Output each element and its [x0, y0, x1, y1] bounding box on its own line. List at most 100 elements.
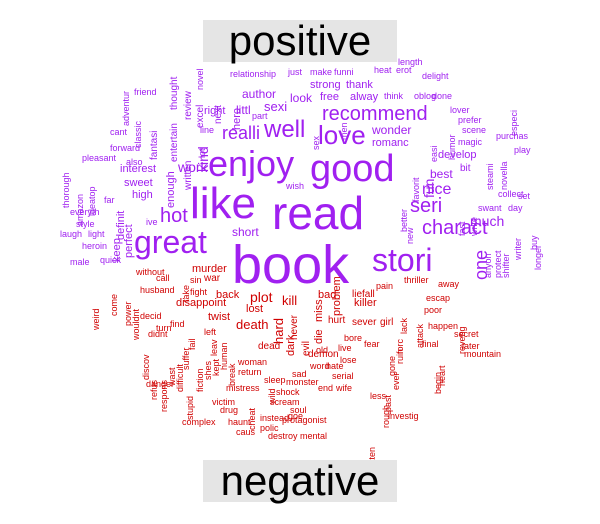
- cloud-word-negative: war: [204, 273, 221, 284]
- cloud-word-positive: classic: [133, 120, 143, 148]
- cloud-word-positive: nice: [422, 181, 452, 198]
- cloud-word-negative: mountain: [464, 349, 502, 359]
- cloud-word-positive: great: [134, 224, 207, 260]
- cloud-word-negative: dead: [258, 341, 281, 352]
- cloud-word-negative: soul: [290, 405, 307, 415]
- positive-title: positive: [203, 20, 397, 62]
- cloud-word-negative: discov: [141, 354, 151, 380]
- cloud-word-negative: twist: [208, 311, 230, 323]
- cloud-word-positive: wish: [286, 181, 305, 191]
- cloud-word-negative: disappoint: [176, 297, 227, 309]
- cloud-word-positive: far: [104, 195, 115, 205]
- cloud-word-positive: free: [320, 91, 339, 103]
- cloud-word-positive: friend: [134, 87, 157, 97]
- cloud-word-negative: without: [136, 267, 165, 277]
- cloud-word-negative: escap: [426, 293, 451, 303]
- cloud-word-positive: novel: [195, 68, 205, 90]
- cloud-word-positive: think: [384, 91, 404, 101]
- cloud-word-positive: well: [264, 116, 306, 143]
- cloud-word-positive: littl: [236, 103, 251, 117]
- cloud-word-negative: ruin: [395, 348, 405, 364]
- cloud-word-negative: lose: [340, 355, 357, 365]
- cloud-word-negative: left: [204, 327, 217, 337]
- cloud-word-negative: weird: [91, 308, 101, 330]
- cloud-word-negative: investig: [388, 411, 419, 421]
- cloud-word-positive: male: [70, 257, 90, 267]
- cloud-word-negative: killer: [354, 297, 377, 309]
- cloud-word-positive: amazon: [75, 193, 85, 226]
- cloud-word-positive: make: [310, 67, 333, 77]
- cloud-word-negative: wife: [336, 383, 353, 393]
- cloud-word-positive: heat: [374, 65, 392, 75]
- cloud-word-positive: delight: [422, 71, 449, 81]
- cloud-word-positive: thank: [346, 79, 373, 91]
- cloud-word-positive: ideatop: [87, 186, 97, 216]
- cloud-word-positive: light: [88, 229, 105, 239]
- cloud-word-positive: play: [514, 145, 531, 155]
- cloud-word-positive: right: [204, 105, 226, 117]
- cloud-word-positive: set: [518, 191, 531, 201]
- cloud-word-positive: wonder: [372, 123, 412, 137]
- cloud-word-negative: sleep: [264, 375, 286, 385]
- cloud-word-positive: just: [288, 67, 303, 77]
- cloud-word-negative: sever: [352, 317, 377, 328]
- cloud-word-positive: best: [430, 167, 453, 181]
- cloud-word-negative: mental: [300, 431, 328, 441]
- cloud-word-negative: bore: [344, 333, 363, 343]
- cloud-word-positive: anyon: [483, 253, 493, 278]
- cloud-word-positive: look: [290, 91, 313, 105]
- cloud-word-positive: oblog: [414, 91, 437, 101]
- cloud-word-positive: shifter: [501, 253, 511, 278]
- cloud-word-positive: thought: [169, 76, 180, 110]
- cloud-word-negative: take: [181, 284, 191, 302]
- cloud-word-positive: thorough: [61, 172, 71, 208]
- cloud-word-positive: write: [469, 216, 479, 236]
- cloud-word-negative: haunt: [228, 417, 251, 427]
- cloud-word-positive: forward: [110, 143, 141, 153]
- cloud-word-negative: fall: [362, 289, 375, 300]
- cloud-word-negative: word: [310, 361, 330, 371]
- cloud-word-positive: strong: [310, 79, 341, 91]
- cloud-word-positive: line: [200, 125, 215, 135]
- cloud-word-negative: lack: [399, 317, 409, 334]
- cloud-word-negative: monster: [286, 377, 319, 387]
- cloud-word-negative: later: [462, 341, 480, 351]
- cloud-word-negative: sad: [292, 369, 307, 379]
- cloud-word-negative: danger: [146, 379, 175, 389]
- cloud-word-positive: buy: [529, 235, 539, 250]
- cloud-word-positive: purchas: [496, 131, 529, 141]
- cloud-word-positive: enjoy: [208, 143, 295, 184]
- cloud-word-negative: miss: [313, 299, 325, 322]
- cloud-word-negative: heart: [437, 365, 447, 386]
- cloud-word-positive: lover: [450, 105, 470, 115]
- cloud-word-negative: drug: [220, 405, 239, 415]
- cloud-word-positive: scene: [462, 125, 487, 135]
- cloud-word-positive: definit: [115, 210, 127, 240]
- cloud-word-negative: never: [289, 314, 300, 340]
- cloud-word-negative: destroy: [268, 431, 298, 441]
- cloud-word-negative: sin: [190, 275, 202, 285]
- cloud-word-positive: cant: [110, 127, 128, 137]
- cloud-word-positive: collect: [498, 189, 524, 199]
- cloud-word-negative: wild: [267, 388, 277, 404]
- cloud-word-negative: husband: [140, 285, 175, 295]
- cloud-word-positive: read: [272, 187, 365, 239]
- cloud-word-positive: sweet: [124, 177, 153, 189]
- cloud-word-positive: ive: [146, 217, 158, 227]
- cloud-word-negative: find: [170, 319, 185, 329]
- cloud-word-positive: entertain: [169, 123, 180, 162]
- cloud-word-positive: quick: [100, 255, 122, 265]
- cloud-word-negative: secret: [454, 329, 479, 339]
- cloud-word-negative: back: [216, 289, 240, 301]
- cloud-word-positive: heroin: [82, 241, 108, 251]
- cloud-word-positive: charact: [422, 217, 488, 239]
- cloud-word-positive: swant: [478, 203, 502, 213]
- cloud-word-negative: death: [236, 317, 269, 332]
- cloud-word-positive: fantasi: [149, 130, 160, 160]
- cloud-word-positive: adventur: [121, 90, 131, 126]
- cloud-word-positive: recommend: [322, 103, 428, 125]
- cloud-word-negative: kill: [282, 293, 298, 308]
- cloud-word-positive: done: [432, 91, 453, 101]
